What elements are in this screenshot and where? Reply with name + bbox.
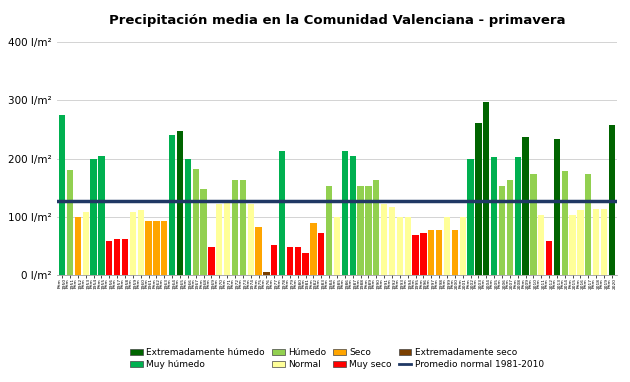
Bar bbox=[177, 131, 183, 275]
Bar bbox=[452, 230, 458, 275]
Bar bbox=[341, 151, 348, 275]
Bar bbox=[114, 239, 120, 275]
Bar bbox=[561, 172, 568, 275]
Bar bbox=[593, 209, 599, 275]
Legend: Extremadamente húmedo, Muy húmedo, Húmedo, Normal, Seco, Muy seco, Extremadament: Extremadamente húmedo, Muy húmedo, Húmed… bbox=[130, 348, 544, 369]
Bar bbox=[381, 204, 387, 275]
Bar bbox=[546, 241, 553, 275]
Bar bbox=[169, 135, 175, 275]
Bar bbox=[499, 186, 505, 275]
Bar bbox=[467, 159, 474, 275]
Bar bbox=[255, 227, 261, 275]
Bar bbox=[522, 136, 529, 275]
Bar bbox=[475, 123, 481, 275]
Bar bbox=[357, 186, 364, 275]
Bar bbox=[209, 247, 215, 275]
Bar bbox=[585, 174, 592, 275]
Bar bbox=[428, 230, 435, 275]
Bar bbox=[483, 102, 490, 275]
Bar bbox=[318, 233, 324, 275]
Bar bbox=[491, 157, 497, 275]
Bar bbox=[122, 239, 128, 275]
Bar bbox=[91, 159, 97, 275]
Bar bbox=[263, 272, 270, 275]
Bar bbox=[271, 245, 277, 275]
Bar bbox=[161, 222, 168, 275]
Bar bbox=[311, 223, 317, 275]
Bar bbox=[334, 217, 340, 275]
Bar bbox=[601, 209, 607, 275]
Bar bbox=[515, 157, 521, 275]
Bar bbox=[279, 151, 285, 275]
Bar bbox=[302, 253, 309, 275]
Bar bbox=[295, 247, 301, 275]
Bar bbox=[444, 217, 450, 275]
Bar bbox=[326, 186, 333, 275]
Bar bbox=[609, 125, 615, 275]
Bar bbox=[413, 235, 419, 275]
Bar bbox=[200, 189, 207, 275]
Bar bbox=[98, 156, 105, 275]
Bar bbox=[137, 210, 144, 275]
Bar bbox=[185, 159, 191, 275]
Bar bbox=[216, 204, 222, 275]
Bar bbox=[193, 168, 199, 275]
Bar bbox=[397, 217, 403, 275]
Bar bbox=[365, 186, 372, 275]
Bar bbox=[538, 215, 544, 275]
Bar bbox=[287, 247, 293, 275]
Bar bbox=[404, 217, 411, 275]
Bar bbox=[420, 233, 427, 275]
Bar bbox=[554, 139, 560, 275]
Bar bbox=[239, 180, 246, 275]
Bar bbox=[507, 180, 513, 275]
Bar bbox=[570, 215, 576, 275]
Bar bbox=[373, 180, 379, 275]
Bar bbox=[232, 180, 238, 275]
Bar bbox=[130, 212, 136, 275]
Bar bbox=[67, 170, 73, 275]
Bar bbox=[83, 212, 89, 275]
Title: Precipitación media en la Comunidad Valenciana - primavera: Precipitación media en la Comunidad Vale… bbox=[109, 14, 565, 27]
Bar bbox=[350, 156, 356, 275]
Bar bbox=[577, 210, 583, 275]
Bar bbox=[248, 204, 254, 275]
Bar bbox=[436, 230, 442, 275]
Bar bbox=[224, 201, 230, 275]
Bar bbox=[459, 217, 466, 275]
Bar bbox=[153, 222, 159, 275]
Bar bbox=[389, 207, 395, 275]
Bar bbox=[75, 217, 81, 275]
Bar bbox=[59, 115, 66, 275]
Bar bbox=[106, 241, 113, 275]
Bar bbox=[146, 222, 152, 275]
Bar bbox=[530, 174, 537, 275]
